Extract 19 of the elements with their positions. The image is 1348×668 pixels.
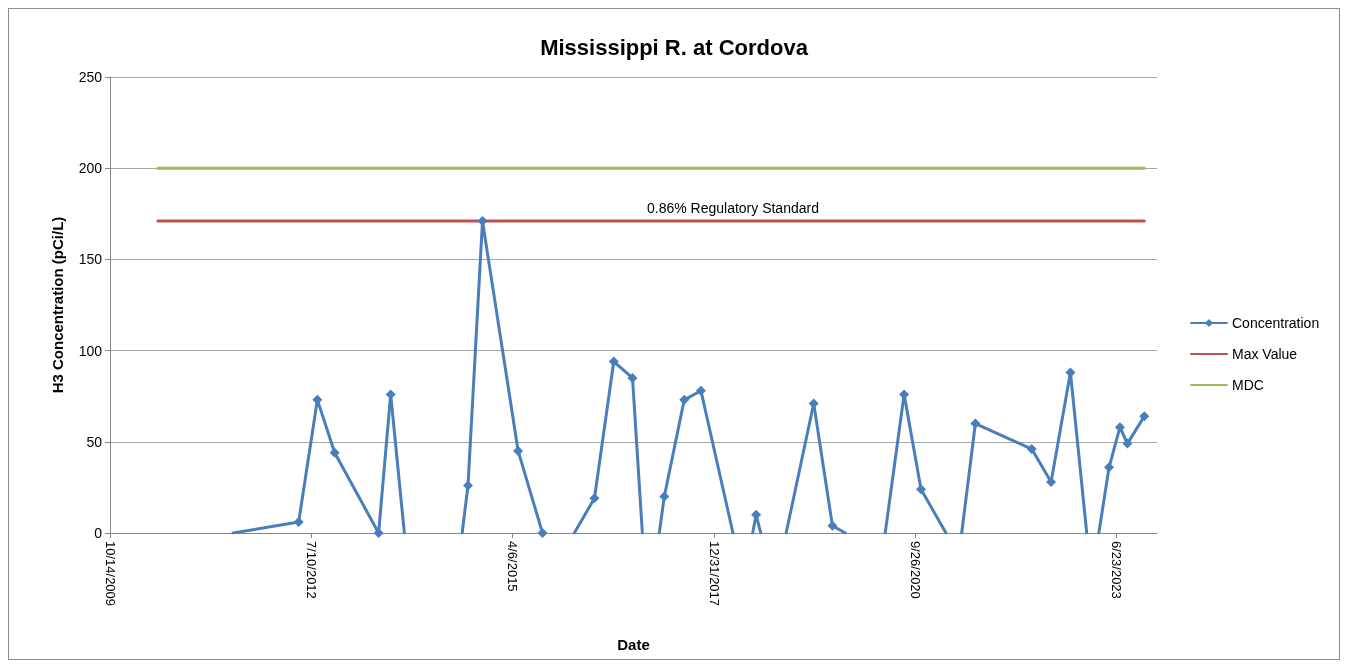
y-tick-label: 100 (78, 342, 103, 359)
y-tick-label: 150 (78, 251, 103, 268)
y-tick-label: 0 (94, 525, 103, 541)
x-tick-label: 10/14/2009 (102, 541, 118, 607)
legend-label: Concentration (1232, 315, 1320, 331)
legend-label: Max Value (1232, 346, 1298, 362)
x-tick-label: 4/6/2015 (505, 541, 521, 592)
y-axis-title: H3 Concentration (pCi/L) (49, 216, 66, 394)
y-tick-label: 50 (86, 433, 103, 450)
x-tick-label: 6/23/2023 (1109, 541, 1125, 599)
x-axis-title: Date (617, 636, 650, 653)
legend-label: MDC (1232, 377, 1264, 393)
x-tick-label: 9/26/2020 (907, 541, 923, 599)
annotation: 0.86% Regulatory Standard (646, 200, 819, 217)
x-tick-label: 12/31/2017 (706, 541, 722, 607)
y-tick-label: 250 (78, 69, 103, 85)
chart-title: Mississippi R. at Cordova (540, 34, 809, 60)
y-tick-label: 200 (78, 160, 103, 177)
x-tick-label: 7/10/2012 (303, 541, 319, 599)
